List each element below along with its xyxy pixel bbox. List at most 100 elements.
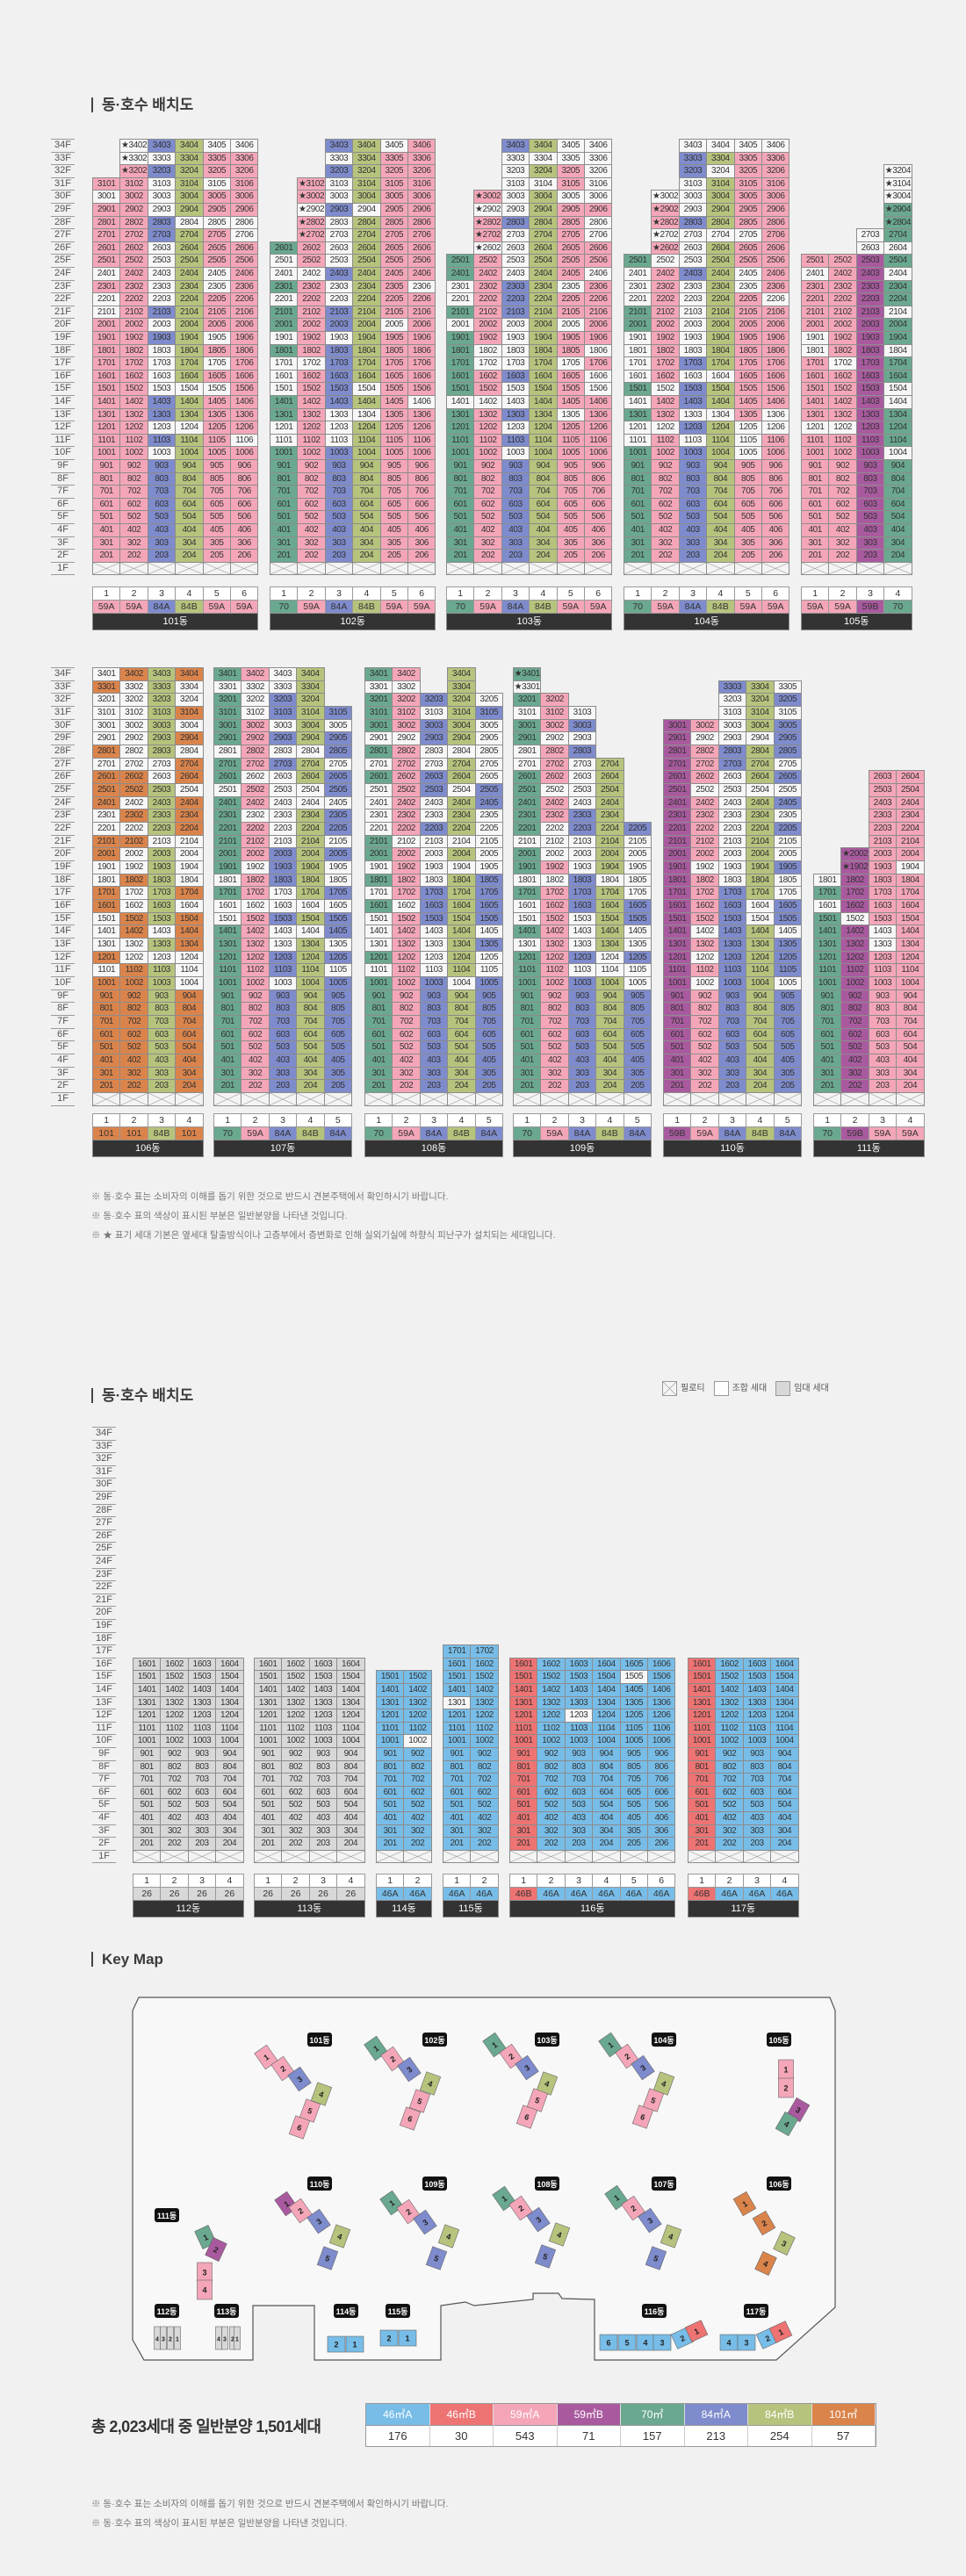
unit-cell: 1303	[742, 1695, 772, 1710]
unit-cell: 1204	[447, 950, 476, 965]
unit-cell: 1002	[651, 446, 680, 460]
unit-cell: 2604	[296, 770, 325, 785]
building-name: 109동	[513, 1140, 652, 1157]
keymap-unit-block	[399, 2106, 422, 2131]
unit-cell: 1601	[364, 899, 393, 913]
unit-cell: 1503	[147, 911, 177, 926]
unit-cell: 903	[742, 1747, 772, 1761]
unit-cell: 1404	[175, 395, 204, 409]
unit-cell: 601	[92, 1027, 121, 1042]
unit-cell: ★2902	[651, 203, 680, 217]
unit-cell: 2102	[297, 305, 326, 320]
unit-cell: 805	[556, 471, 585, 486]
unit-cell: 1906	[584, 331, 613, 345]
unit-cell: 1501	[270, 382, 299, 396]
unit-cell: 1904	[529, 331, 558, 345]
unit-cell: 302	[281, 1824, 310, 1838]
unit-cell: 3203	[717, 693, 747, 707]
unit-cell: 303	[742, 1824, 772, 1838]
keymap-label: 103동	[537, 2036, 557, 2045]
unit-cell: 204	[175, 1079, 204, 1094]
unit-cell: 204	[706, 549, 735, 563]
unit-cell: 802	[297, 471, 326, 486]
unit-cell: 1904	[175, 860, 204, 874]
unit-cell: 802	[690, 1002, 719, 1017]
unit-cell: 805	[202, 471, 231, 486]
unit-cell: 3403	[324, 139, 354, 153]
floor-label: 16F	[51, 899, 75, 912]
unit-cell: 3105	[323, 706, 352, 720]
unit-cell: 2001	[624, 318, 652, 332]
floor-label: 30F	[92, 1478, 116, 1491]
unit-cell: 801	[509, 1759, 538, 1774]
unit-cell: 202	[651, 549, 680, 563]
unit-cell: 3003	[147, 190, 177, 204]
unit-cell: 2602	[241, 770, 270, 785]
unit-cell: 505	[202, 510, 231, 524]
unit-cell: 1403	[855, 395, 885, 409]
unit-cell: 1705	[379, 356, 408, 371]
unit-cell: 1001	[446, 446, 475, 460]
unit-cell: 3305	[202, 151, 231, 166]
unit-cell: 2101	[801, 305, 830, 320]
line-type: 46A	[537, 1887, 566, 1901]
unit-cell: 202	[241, 1079, 270, 1094]
unit-cell: 2703	[147, 757, 177, 772]
unit-cell: 503	[855, 510, 885, 524]
note: ※ 동·호수 표의 색상이 표시된 부분은 일반분양을 나타낸 것입니다.	[91, 2518, 348, 2529]
unit-cell: 404	[896, 1054, 925, 1068]
title-bar	[91, 1388, 93, 1403]
unit-cell: 1702	[690, 886, 719, 901]
unit-cell: 1504	[706, 382, 735, 396]
unit-cell: ★2602	[651, 241, 680, 255]
unit-cell: 2803	[268, 745, 298, 759]
type-header: 46㎡B	[429, 2404, 494, 2425]
unit-cell: 1502	[119, 382, 148, 396]
unit-cell: 3203	[268, 693, 298, 707]
unit-cell: 1902	[392, 860, 421, 874]
unit-cell: 1002	[828, 446, 857, 460]
unit-cell: 1205	[623, 950, 652, 965]
unit-cell: 203	[567, 1079, 597, 1094]
unit-cell: 1905	[733, 331, 762, 345]
unit-cell: 3004	[296, 718, 325, 733]
unit-cell: 1601	[688, 1657, 717, 1672]
floor-label: 13F	[51, 938, 75, 951]
unit-cell: 702	[160, 1773, 189, 1787]
line-type: 84A	[419, 1126, 449, 1140]
unit-cell: 2201	[92, 822, 121, 836]
unit-cell: 1602	[828, 369, 857, 384]
unit-cell: 802	[392, 1002, 421, 1017]
unit-cell: 405	[202, 523, 231, 537]
unit-cell: 1604	[770, 1657, 799, 1672]
unit-cell: 701	[270, 485, 299, 499]
unit-cell: 1905	[623, 860, 652, 874]
line-number: 2	[297, 586, 326, 601]
unit-cell: 1503	[187, 1670, 217, 1684]
unit-cell: 903	[147, 989, 177, 1004]
unit-cell: 2802	[241, 745, 270, 759]
unit-cell: 206	[584, 549, 613, 563]
unit-cell: 205	[619, 1837, 648, 1851]
unit-cell: 703	[678, 485, 708, 499]
keymap-unit: 4	[437, 2224, 460, 2249]
unit-cell: 3104	[175, 706, 204, 720]
unit-cell: 906	[761, 459, 790, 473]
unit-cell: 302	[473, 536, 502, 550]
unit-cell: 602	[715, 1785, 744, 1800]
unit-cell: 902	[828, 459, 857, 473]
unit-cell: 1902	[690, 860, 719, 874]
floor-label: 2F	[51, 549, 75, 562]
pilotis-cell	[619, 1849, 648, 1864]
unit-cell: 703	[268, 1015, 298, 1029]
unit-cell: 1605	[202, 369, 231, 384]
unit-cell: 801	[513, 1002, 542, 1017]
unit-cell: 2802	[119, 745, 148, 759]
unit-cell: 3302	[241, 680, 270, 694]
unit-cell: 1601	[213, 899, 242, 913]
unit-cell: 3101	[213, 706, 242, 720]
unit-cell: 2701	[364, 757, 393, 772]
unit-cell: 3003	[147, 718, 177, 733]
keymap-unit-block	[754, 2251, 777, 2276]
